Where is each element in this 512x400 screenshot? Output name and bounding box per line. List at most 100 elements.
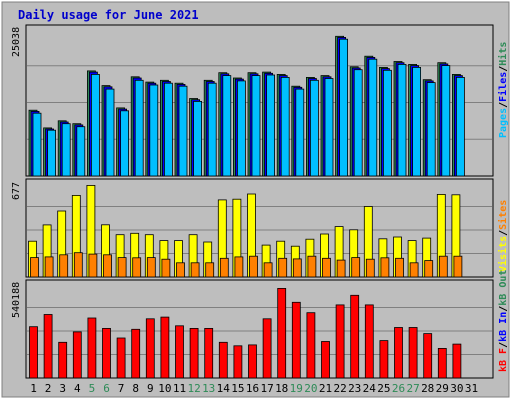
day-label-28: 28	[421, 382, 434, 395]
top-bar-pages-day-8	[134, 79, 144, 177]
series-kb-f	[29, 287, 462, 379]
top-bar-pages-day-29	[441, 65, 451, 177]
day-label-8: 8	[132, 382, 139, 395]
top-bar-pages-day-2	[47, 129, 56, 177]
legend-part-bottom-2: kB In	[498, 312, 509, 342]
top-bar-pages-day-30	[455, 77, 465, 177]
day-label-27: 27	[406, 382, 419, 395]
top-bar-pages-day-3	[61, 123, 71, 177]
middle-bar-sites-day-22	[336, 259, 346, 278]
day-label-5: 5	[89, 382, 96, 395]
bottom-bar-kb-f-day-3	[58, 341, 68, 379]
bottom-bar-kb-f-day-11	[175, 325, 184, 379]
day-label-20: 20	[304, 382, 317, 395]
series-sites	[30, 252, 463, 278]
top-bar-pages-day-28	[426, 82, 436, 177]
bottom-bar-kb-f-day-10	[160, 316, 170, 379]
top-bar-pages-day-7	[120, 110, 129, 177]
top-bar-pages-day-19	[295, 88, 305, 177]
middle-bar-sites-day-4	[73, 252, 83, 278]
bottom-bar-kb-f-day-23	[350, 294, 360, 379]
legend-part-top-0: Pages	[498, 108, 509, 138]
top-bar-pages-day-13	[207, 82, 217, 177]
bottom-bar-kb-f-day-18	[277, 287, 287, 379]
middle-bar-sites-day-18	[278, 257, 288, 278]
top-bar-pages-day-26	[397, 64, 407, 177]
top-bar-pages-day-21	[324, 78, 334, 177]
middle-bar-sites-day-23	[351, 257, 361, 278]
top-max-label: 25038	[11, 27, 22, 57]
day-label-19: 19	[290, 382, 303, 395]
day-label-14: 14	[217, 382, 231, 395]
day-label-1: 1	[30, 382, 37, 395]
day-label-26: 26	[392, 382, 405, 395]
day-label-25: 25	[377, 382, 390, 395]
top-bar-pages-day-15	[236, 80, 246, 177]
middle-bar-sites-day-16	[249, 255, 258, 278]
middle-bar-sites-day-11	[176, 262, 185, 278]
middle-bar-sites-day-25	[380, 257, 390, 278]
middle-bar-sites-day-26	[395, 257, 404, 278]
day-label-10: 10	[158, 382, 171, 395]
top-bar-pages-day-20	[309, 79, 319, 177]
bottom-bar-kb-f-day-5	[87, 317, 97, 379]
middle-bar-sites-day-6	[103, 254, 112, 278]
legend-part-middle-2: Sites	[497, 200, 509, 230]
bottom-bar-kb-f-day-4	[72, 331, 82, 379]
top-bar-pages-day-4	[76, 126, 86, 177]
top-bar-pages-day-14	[222, 75, 232, 177]
top-bar-pages-day-27	[412, 67, 422, 177]
bottom-bar-kb-f-day-26	[394, 327, 403, 379]
bottom-bar-kb-f-day-27	[408, 327, 418, 379]
top-bar-pages-day-25	[382, 69, 392, 177]
bottom-bar-kb-f-day-24	[364, 304, 374, 379]
bottom-bar-kb-f-day-13	[204, 327, 214, 379]
top-bar-pages-day-6	[105, 88, 115, 177]
middle-bar-sites-day-28	[424, 260, 434, 278]
bottom-bar-kb-f-day-28	[423, 333, 433, 379]
day-label-13: 13	[202, 382, 215, 395]
legend-part-top-3: /	[498, 66, 509, 72]
top-bar-pages-day-10	[163, 82, 173, 177]
top-bar-pages-day-24	[368, 58, 378, 177]
middle-bar-sites-day-12	[190, 262, 200, 278]
legend-part-bottom-3: /	[498, 306, 509, 312]
bottom-bar-kb-f-day-21	[321, 341, 330, 379]
day-label-15: 15	[231, 382, 244, 395]
bottom-bar-kb-f-day-8	[131, 328, 141, 379]
day-label-31: 31	[465, 382, 478, 395]
bottom-bar-kb-f-day-1	[29, 326, 38, 379]
middle-bar-sites-day-15	[234, 256, 244, 278]
middle-bar-sites-day-9	[146, 257, 156, 278]
day-label-29: 29	[436, 382, 449, 395]
chart-title: Daily usage for June 2021	[18, 8, 199, 22]
legend-part-middle-0: Visits	[497, 236, 509, 272]
day-label-16: 16	[246, 382, 259, 395]
middle-bar-sites-day-2	[44, 256, 54, 278]
bottom-bar-kb-f-day-29	[437, 347, 447, 379]
top-bar-pages-day-23	[353, 69, 363, 177]
middle-max-label: 677	[11, 182, 22, 200]
legend-part-bottom-1: /	[498, 342, 509, 348]
middle-bar-sites-day-10	[161, 258, 171, 278]
legend-part-bottom-4: kB Out	[498, 270, 509, 306]
middle-bar-sites-day-27	[409, 262, 419, 278]
day-label-17: 17	[260, 382, 273, 395]
legend-part-middle-1: /	[498, 230, 509, 236]
top-legend: Pages/Files/Hits	[497, 42, 509, 138]
day-label-23: 23	[348, 382, 361, 395]
top-bar-pages-day-12	[193, 101, 203, 177]
day-label-12: 12	[187, 382, 200, 395]
day-label-18: 18	[275, 382, 288, 395]
bar-marks	[28, 35, 465, 379]
bottom-bar-kb-f-day-22	[335, 304, 345, 379]
series-pages	[32, 38, 465, 177]
day-label-4: 4	[74, 382, 81, 395]
bottom-bar-kb-f-day-14	[218, 341, 228, 379]
bottom-bar-kb-f-day-15	[233, 345, 243, 379]
bottom-legend: kB F/kB In/kB Out	[498, 270, 509, 372]
top-bar-pages-day-17	[266, 74, 276, 177]
middle-bar-sites-day-13	[205, 262, 215, 278]
day-label-6: 6	[103, 382, 110, 395]
